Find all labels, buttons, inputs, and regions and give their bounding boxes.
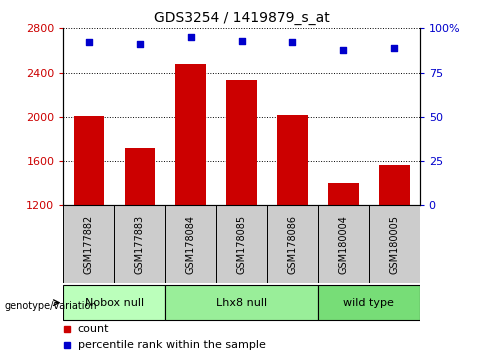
- Bar: [328, 183, 359, 205]
- Point: [187, 34, 195, 40]
- Point: [238, 38, 245, 44]
- Text: Lhx8 null: Lhx8 null: [216, 298, 267, 308]
- Text: GSM180005: GSM180005: [389, 215, 399, 274]
- Bar: [63, 285, 165, 320]
- Bar: [226, 80, 257, 205]
- Bar: [267, 205, 318, 283]
- Text: GSM178084: GSM178084: [185, 215, 196, 274]
- Bar: [369, 205, 420, 283]
- Bar: [318, 205, 369, 283]
- Text: GSM178086: GSM178086: [287, 215, 298, 274]
- Bar: [216, 205, 267, 283]
- Bar: [124, 148, 155, 205]
- Text: wild type: wild type: [344, 298, 394, 308]
- Bar: [379, 165, 409, 205]
- Point: [340, 47, 347, 52]
- Text: Nobox null: Nobox null: [85, 298, 144, 308]
- Bar: [63, 205, 114, 283]
- Text: count: count: [78, 324, 109, 334]
- Text: GSM178085: GSM178085: [237, 215, 246, 274]
- Text: genotype/variation: genotype/variation: [5, 301, 98, 311]
- Bar: [277, 115, 308, 205]
- Point: [136, 41, 143, 47]
- Bar: [318, 285, 420, 320]
- Text: GSM177883: GSM177883: [135, 215, 145, 274]
- Title: GDS3254 / 1419879_s_at: GDS3254 / 1419879_s_at: [154, 11, 329, 24]
- Bar: [114, 205, 165, 283]
- Text: GSM177882: GSM177882: [84, 215, 94, 274]
- Bar: [74, 116, 104, 205]
- Point: [85, 40, 93, 45]
- Point: [390, 45, 398, 51]
- Bar: [175, 64, 206, 205]
- Text: GSM180004: GSM180004: [338, 215, 348, 274]
- Text: percentile rank within the sample: percentile rank within the sample: [78, 340, 265, 350]
- Bar: [165, 205, 216, 283]
- Bar: [165, 285, 318, 320]
- Point: [288, 40, 296, 45]
